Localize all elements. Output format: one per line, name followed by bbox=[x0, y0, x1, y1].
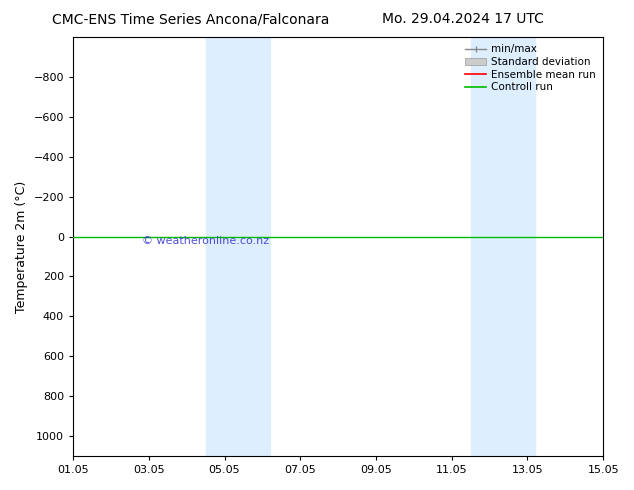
Text: © weatheronline.co.nz: © weatheronline.co.nz bbox=[142, 236, 269, 246]
Bar bbox=[205, 37, 270, 456]
Legend: min/max, Standard deviation, Ensemble mean run, Controll run: min/max, Standard deviation, Ensemble me… bbox=[463, 42, 598, 94]
Y-axis label: Temperature 2m (°C): Temperature 2m (°C) bbox=[15, 180, 28, 313]
Text: CMC-ENS Time Series Ancona/Falconara: CMC-ENS Time Series Ancona/Falconara bbox=[51, 12, 329, 26]
Bar bbox=[470, 37, 535, 456]
Text: Mo. 29.04.2024 17 UTC: Mo. 29.04.2024 17 UTC bbox=[382, 12, 544, 26]
